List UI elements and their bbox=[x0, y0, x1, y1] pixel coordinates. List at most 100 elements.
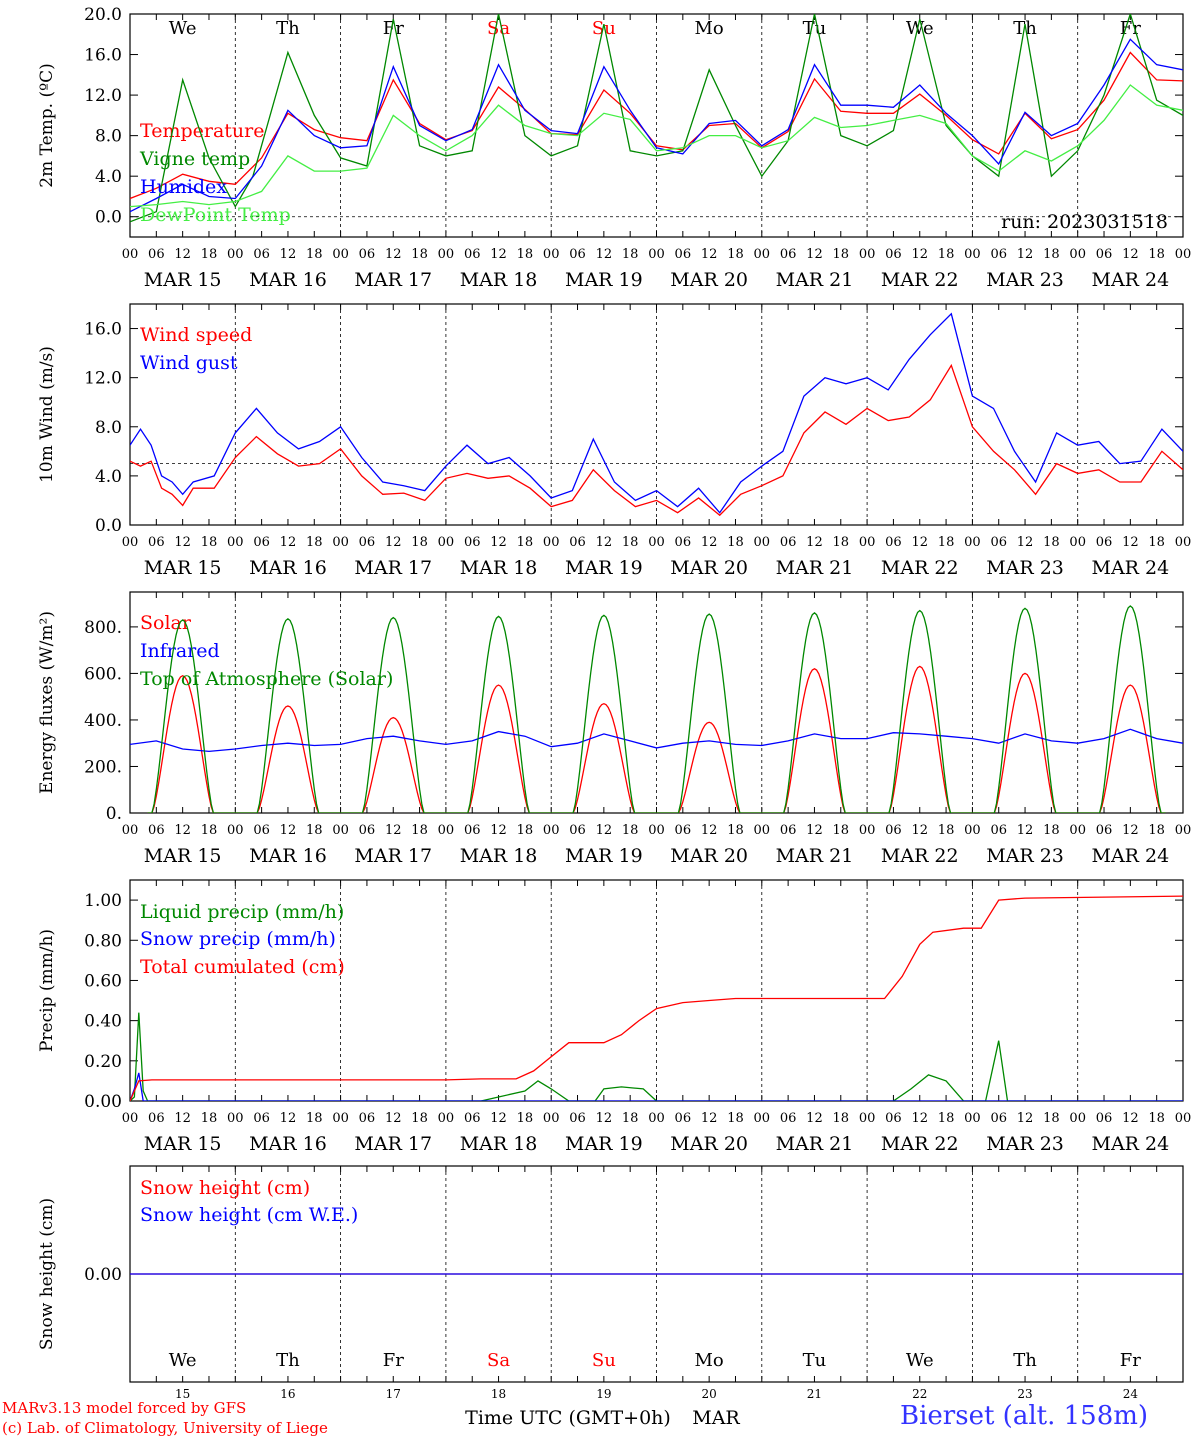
weekday-label: We bbox=[906, 1350, 934, 1371]
panel-wind: 0.0 4.0 8.0 12.0 16.0 10m Wind (m/s) 00 06 12 18 0… bbox=[37, 303, 1191, 579]
hour-tick-label: 18 bbox=[411, 535, 428, 550]
hour-tick-label: 12 bbox=[596, 247, 613, 262]
hour-tick-label: 06 bbox=[780, 1111, 797, 1126]
hour-tick-label: 00 bbox=[859, 535, 876, 550]
weekday-label: Fr bbox=[383, 1350, 404, 1371]
hour-tick-label: 00 bbox=[227, 1111, 244, 1126]
hour-tick-label: 06 bbox=[780, 823, 797, 838]
hour-tick-label: 06 bbox=[990, 247, 1007, 262]
date-label: MAR 16 bbox=[249, 1133, 327, 1155]
hour-tick-label: 06 bbox=[464, 823, 481, 838]
legend-entry: Infrared bbox=[140, 640, 220, 662]
hour-tick-label: 12 bbox=[490, 247, 507, 262]
hour-tick-label: 06 bbox=[675, 823, 692, 838]
series-line-dewpoint-temp bbox=[130, 84, 1183, 208]
hour-tick-label: 18 bbox=[517, 247, 534, 262]
series-line-infrared bbox=[130, 728, 1183, 753]
y-tick-label: 0.00 bbox=[84, 1092, 122, 1112]
legend-entry: Snow height (cm W.E.) bbox=[140, 1204, 358, 1226]
day-number-label: 19 bbox=[596, 1387, 611, 1401]
legend-entry: Top of Atmosphere (Solar) bbox=[140, 668, 393, 690]
hour-tick-label: 06 bbox=[359, 247, 376, 262]
hour-tick-label: 18 bbox=[1148, 823, 1165, 838]
hour-tick-label: 00 bbox=[1175, 823, 1192, 838]
date-label: MAR 20 bbox=[670, 1133, 748, 1155]
hour-tick-label: 06 bbox=[253, 1111, 270, 1126]
hour-tick-label: 18 bbox=[938, 1111, 955, 1126]
y-tick-label: 400. bbox=[84, 711, 122, 731]
hour-tick-label: 00 bbox=[438, 1111, 455, 1126]
hour-tick-label: 00 bbox=[543, 247, 560, 262]
hour-tick-label: 06 bbox=[885, 247, 902, 262]
hour-tick-label: 12 bbox=[806, 247, 823, 262]
hour-tick-label: 18 bbox=[622, 535, 639, 550]
hour-tick-label: 18 bbox=[938, 535, 955, 550]
hour-tick-label: 18 bbox=[306, 535, 323, 550]
hour-tick-label: 00 bbox=[332, 1111, 349, 1126]
series-line-top-of-atmosphere-solar- bbox=[147, 605, 1166, 813]
hour-tick-label: 18 bbox=[306, 247, 323, 262]
station-label: Bierset (alt. 158m) bbox=[900, 1401, 1149, 1431]
date-label: MAR 22 bbox=[881, 845, 959, 867]
legend-entry: Wind gust bbox=[140, 352, 238, 374]
date-label: MAR 22 bbox=[881, 269, 959, 291]
legend-entry: Snow precip (mm/h) bbox=[140, 928, 336, 950]
series-line-vigne-temp bbox=[130, 14, 1183, 223]
day-number-label: 16 bbox=[280, 1387, 295, 1401]
hour-tick-label: 12 bbox=[911, 247, 928, 262]
y-axis-label: 2m Temp. (ºC) bbox=[37, 63, 57, 188]
hour-tick-label: 00 bbox=[1069, 247, 1086, 262]
hour-tick-label: 12 bbox=[174, 247, 191, 262]
weekday-label: Th bbox=[276, 1350, 300, 1371]
date-label: MAR 15 bbox=[144, 269, 222, 291]
date-label: MAR 21 bbox=[776, 557, 854, 579]
hour-tick-label: 18 bbox=[1043, 535, 1060, 550]
hour-tick-label: 06 bbox=[359, 535, 376, 550]
hour-tick-label: 00 bbox=[332, 823, 349, 838]
legend-entry: Total cumulated (cm) bbox=[140, 956, 345, 978]
hour-tick-label: 00 bbox=[227, 823, 244, 838]
y-tick-label: 800. bbox=[84, 618, 122, 638]
hour-tick-label: 06 bbox=[1096, 247, 1113, 262]
y-tick-label: 12.0 bbox=[84, 369, 122, 389]
y-tick-label: 12.0 bbox=[84, 86, 122, 106]
hour-tick-label: 06 bbox=[675, 247, 692, 262]
hour-tick-label: 18 bbox=[938, 823, 955, 838]
hour-tick-label: 18 bbox=[622, 1111, 639, 1126]
weekday-label: Th bbox=[1013, 1350, 1037, 1371]
date-label: MAR 16 bbox=[249, 269, 327, 291]
hour-tick-label: 06 bbox=[675, 1111, 692, 1126]
weekday-label: Tu bbox=[803, 18, 827, 39]
hour-tick-label: 12 bbox=[701, 823, 718, 838]
date-label: MAR 16 bbox=[249, 845, 327, 867]
hour-tick-label: 18 bbox=[411, 247, 428, 262]
hour-tick-label: 06 bbox=[885, 823, 902, 838]
hour-tick-label: 18 bbox=[517, 1111, 534, 1126]
hour-tick-label: 18 bbox=[727, 247, 744, 262]
hour-tick-label: 00 bbox=[122, 535, 139, 550]
hour-tick-label: 06 bbox=[148, 247, 165, 262]
y-axis-label: Precip (mm/h) bbox=[37, 929, 57, 1052]
hour-tick-label: 18 bbox=[622, 823, 639, 838]
day-number-label: 18 bbox=[491, 1387, 506, 1401]
hour-tick-label: 00 bbox=[227, 247, 244, 262]
hour-tick-label: 06 bbox=[569, 823, 586, 838]
date-label: MAR 24 bbox=[1091, 557, 1169, 579]
hour-tick-label: 06 bbox=[990, 823, 1007, 838]
date-label: MAR 23 bbox=[986, 557, 1064, 579]
hour-tick-label: 00 bbox=[648, 247, 665, 262]
y-tick-label: 600. bbox=[84, 664, 122, 684]
legend-entry: Humidex bbox=[140, 176, 227, 198]
hour-tick-label: 12 bbox=[174, 823, 191, 838]
hour-tick-label: 12 bbox=[280, 247, 297, 262]
y-tick-label: 0.60 bbox=[84, 971, 122, 991]
hour-tick-label: 06 bbox=[253, 247, 270, 262]
panel-temperature: 0.0 4.0 8.0 12.0 16.0 20.0 2m Temp. (ºC) 00 06 12… bbox=[37, 5, 1191, 291]
y-tick-label: 0. bbox=[106, 804, 122, 824]
hour-tick-label: 12 bbox=[490, 1111, 507, 1126]
hour-tick-label: 12 bbox=[490, 535, 507, 550]
hour-tick-label: 12 bbox=[911, 823, 928, 838]
hour-tick-label: 18 bbox=[727, 1111, 744, 1126]
series-line-total-cumulated-cm- bbox=[130, 895, 1183, 1101]
